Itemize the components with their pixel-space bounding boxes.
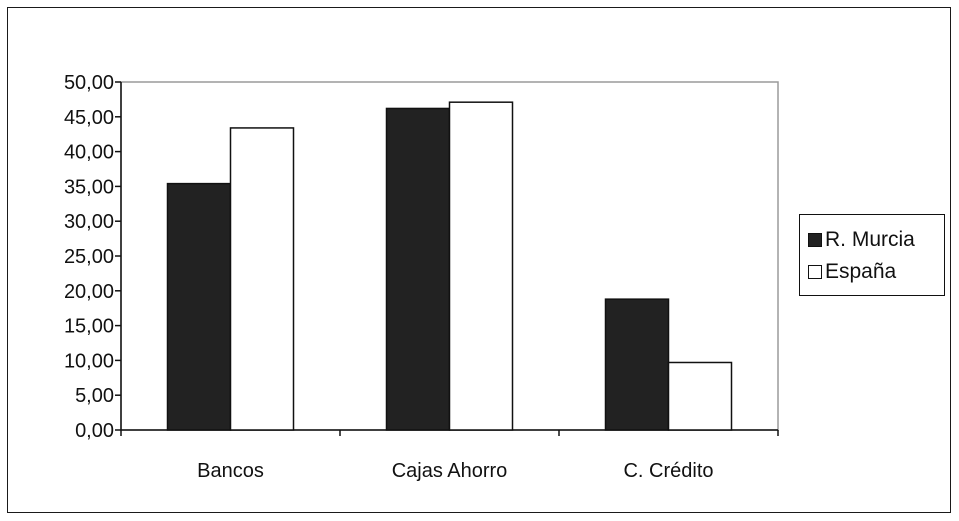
y-tick-label: 20,00 [64,281,114,303]
legend-swatch-espana [808,265,822,279]
y-tick-label: 10,00 [64,350,114,372]
y-tick-label: 25,00 [64,246,114,268]
y-tick-label: 35,00 [64,176,114,198]
bar-espana-2 [667,361,733,431]
legend-item-r-murcia: R. Murcia [808,228,915,252]
legend-swatch-r-murcia [808,233,822,247]
y-tick-label: 50,00 [64,72,114,94]
x-category-label: Bancos [197,460,264,482]
bar-r-murcia-0 [166,182,232,431]
legend-label-r-murcia: R. Murcia [825,228,915,251]
x-axis: Bancos Cajas Ahorro C. Crédito [120,429,779,482]
legend-item-espana: España [808,260,896,284]
y-tick-label: 45,00 [64,107,114,129]
bar-espana-1 [448,101,514,431]
y-tick-label: 15,00 [64,316,114,338]
legend-label-espana: España [825,260,897,283]
bar-r-murcia-2 [604,298,670,431]
y-tick-label: 5,00 [75,385,114,407]
x-category-label: Cajas Ahorro [392,460,508,482]
bar-espana-0 [229,127,295,431]
bar-r-murcia-1 [385,107,451,431]
y-tick-label: 0,00 [75,420,114,442]
y-axis: 0,00 5,00 10,00 15,00 20,00 25,00 30,00 35,00 40… [64,72,122,442]
legend: R. Murcia España [799,214,945,296]
y-tick-label: 30,00 [64,211,114,233]
bars [166,101,733,431]
x-category-label: C. Crédito [623,460,713,482]
y-tick-label: 40,00 [64,142,114,164]
